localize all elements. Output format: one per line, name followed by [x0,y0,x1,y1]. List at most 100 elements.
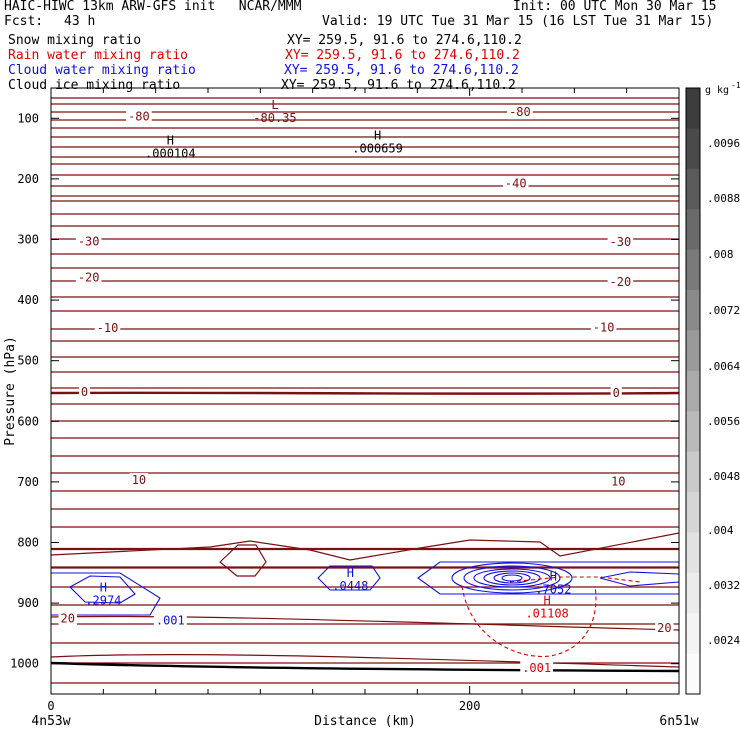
colorbar-tick-label: .0024 [707,634,740,647]
cloud-water-contour [599,571,679,587]
model-title: HAIC-HIWC 13km ARW-GFS init NCAR/MMM [4,0,302,14]
extremum-marker-h: H [374,129,381,143]
field-xy-rain: XY= 259.5, 91.6 to 274.6,110.2 [285,48,520,63]
temperature-contour-label-bg [94,320,121,335]
isotherm-line [51,419,679,423]
extremum-value: -80.35 [253,111,296,125]
y-tick-label: 500 [17,354,39,368]
temperature-contour-label: 0 [81,385,88,399]
temperature-contour-label: 20 [61,611,75,625]
rain-water-contour [509,576,641,583]
isotherm-line [51,489,679,493]
temperature-contour-label: -20 [78,271,100,285]
temperature-contour-label: -10 [97,321,119,335]
extremum-value: .0448 [332,579,368,593]
temperature-contour-label-bg [75,270,102,285]
colorbar-tick-label: .0032 [707,579,740,592]
colorbar-swatch [686,370,700,412]
cloud-water-contour [51,572,161,616]
isotherm-line [51,622,679,626]
y-tick-label: 100 [17,111,39,125]
isotherm-line [51,224,679,228]
colorbar-swatch [686,613,700,655]
field-xy-cloud-water: XY= 259.5, 91.6 to 274.6,110.2 [284,63,519,78]
isotherm-line [51,681,679,685]
temperature-contour-label-bg [609,474,628,489]
colorbar: .0096 .0088 .008 .0072 .0064 .0056 .0048 .004 .0… [685,81,740,695]
endpoint-label-right: 6n51w [659,714,698,729]
y-tick-label: 800 [17,536,39,550]
isotherm-line [51,237,679,241]
cloud-water-contour [501,574,523,582]
plot-frame [50,87,680,695]
forecast-label: Fcst: [4,14,44,29]
y-tick-label: 700 [17,475,39,489]
temperature-contour-label-bg [75,234,102,249]
cloud-water-contour [417,561,679,595]
isotherm-line [51,327,679,331]
temperature-contour-label-bg [78,385,91,400]
y-tick-label: 200 [17,172,39,186]
endpoint-label-left: 4n53w [31,714,70,729]
x-axis-label: Distance (km) [314,714,416,729]
isotherm-line [51,339,679,343]
extremum-value: .2974 [85,594,121,608]
isotherm-line [51,266,679,270]
temperature-contour-label: -20 [610,275,632,289]
isotherm-line [51,471,679,475]
colorbar-tick-label: .0072 [707,304,740,317]
colorbar-tick-label: .0048 [707,470,740,483]
forecast-hour: 43 h [64,14,96,29]
colorbar-tick-label: .0088 [707,192,740,205]
isotherm-line [51,145,679,149]
colorbar-unit: g kg [705,85,729,96]
colorbar-tick-label: .0096 [707,137,740,150]
extremum-marker-h: H [347,566,354,580]
isotherm-line [51,155,679,159]
temperature-contour-label: -10 [593,320,615,334]
temperature-contour-label: 0 [613,386,620,400]
rain-water-contour [461,585,597,658]
isotherm-line [219,544,267,577]
temperature-contour-label-bg [502,176,529,191]
isotherm-line [51,309,679,313]
colorbar-swatch [686,330,700,372]
colorbar-swatch [686,411,700,453]
extremum-value: .7052 [535,583,571,597]
isotherm-line [51,212,679,216]
temperature-contour-label-bg [607,274,634,289]
isotherm-line [51,355,679,359]
isotherm-line [51,184,679,188]
isotherm-line [51,279,679,283]
isotherm-line [51,173,679,177]
field-xy-cloud-ice: XY= 259.5, 91.6 to 274.6,110.2 [281,78,516,93]
isotherm-line [51,454,679,458]
extremum-marker-h: H [167,133,174,147]
extremum-marker-h: H [544,593,551,607]
isotherm-line [51,661,679,665]
isotherm-line [51,641,679,645]
extremum-value: .01108 [525,606,568,620]
colorbar-swatch [686,209,700,251]
temperature-contour-label-bg [58,611,77,626]
colorbar-swatch [686,572,700,614]
temperature-contour-label-bg [610,385,622,400]
temperature-contour-label-bg [607,234,634,249]
colorbar-tick-label: .0064 [707,360,740,373]
colorbar-swatch [686,88,700,129]
colorbar-tick-label: .008 [707,248,734,261]
colorbar-frame [685,87,701,695]
x-tick-label: 200 [459,699,481,713]
isotherm-line [51,603,679,607]
isotherm-line [51,126,679,130]
cloud-water-contour [451,562,573,594]
colorbar-swatch [686,492,700,533]
isotherm-line [51,135,679,139]
temperature-contour-label-bg [129,473,149,488]
init-time: Init: 00 UTC Mon 30 Mar 15 [513,0,717,14]
colorbar-swatch [686,653,700,695]
cloud-water-contour [69,575,136,604]
